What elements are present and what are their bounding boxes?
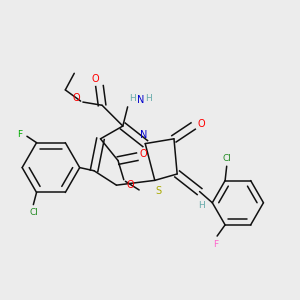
Text: Cl: Cl — [222, 154, 231, 164]
Text: O: O — [140, 148, 147, 158]
Text: N: N — [137, 95, 144, 106]
Text: S: S — [155, 186, 161, 196]
Text: O: O — [126, 179, 134, 190]
Text: F: F — [17, 130, 22, 139]
Text: N: N — [140, 130, 147, 140]
Text: O: O — [197, 119, 205, 129]
Text: H: H — [145, 94, 152, 103]
Text: O: O — [92, 74, 100, 84]
Text: H: H — [129, 94, 136, 103]
Text: F: F — [213, 240, 218, 249]
Text: O: O — [72, 93, 80, 103]
Text: H: H — [198, 201, 205, 210]
Text: Cl: Cl — [29, 208, 38, 217]
